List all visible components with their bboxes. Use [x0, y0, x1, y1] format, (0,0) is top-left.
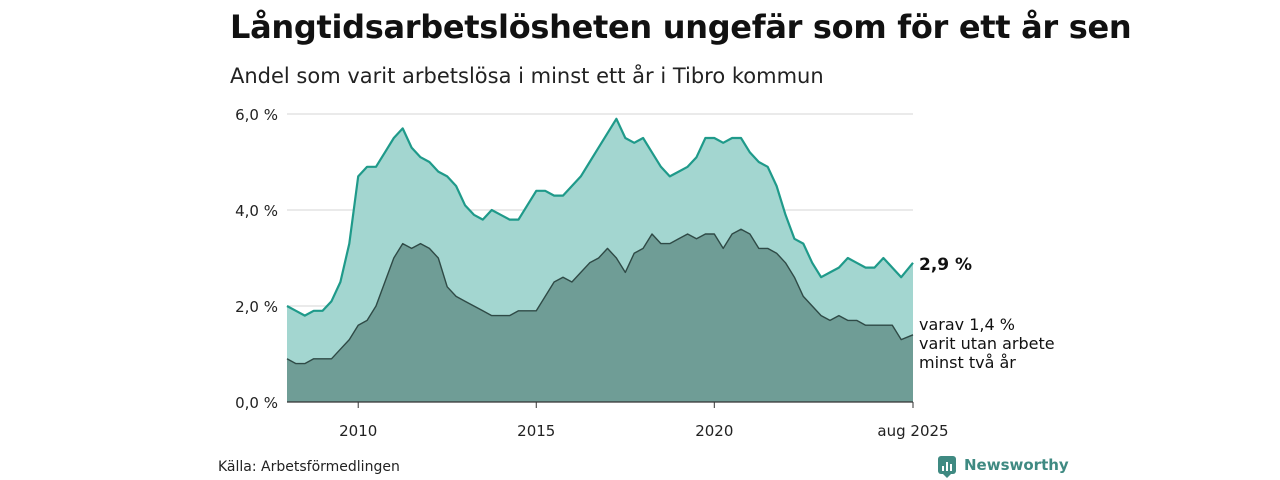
- end-label-main: 2,9 %: [919, 255, 972, 275]
- y-tick-label: 6,0 %: [235, 106, 278, 124]
- x-tick-label: 2020: [695, 422, 733, 440]
- y-tick-label: 4,0 %: [235, 202, 278, 220]
- x-tick-label: 2015: [517, 422, 555, 440]
- end-label-sub: minst två år: [919, 353, 1016, 372]
- brand-name: Newsworthy: [964, 456, 1069, 474]
- end-label-sub: varav 1,4 %: [919, 315, 1015, 334]
- y-tick-label: 0,0 %: [235, 394, 278, 412]
- series-area-two-years: [287, 229, 913, 402]
- x-tick-label: aug 2025: [877, 422, 948, 440]
- chart-title: Långtidsarbetslösheten ungefär som för e…: [230, 8, 1132, 46]
- end-label-sub: varit utan arbete: [919, 334, 1055, 353]
- series-line-one-year: [286, 117, 914, 317]
- y-tick-label: 2,0 %: [235, 298, 278, 316]
- series-line-two-years: [286, 228, 914, 365]
- source-note: Källa: Arbetsförmedlingen: [218, 459, 400, 475]
- bar-chart-icon: [938, 456, 956, 478]
- axes: 0,0 % 2,0 % 4,0 % 6,0 % 2010 2015 2020 aug 2025: [235, 106, 948, 440]
- brand-logo: Newsworthy: [938, 456, 1069, 478]
- area-series: [286, 117, 914, 403]
- x-tick-label: 2010: [339, 422, 377, 440]
- chart-subtitle: Andel som varit arbetslösa i minst ett å…: [230, 64, 824, 88]
